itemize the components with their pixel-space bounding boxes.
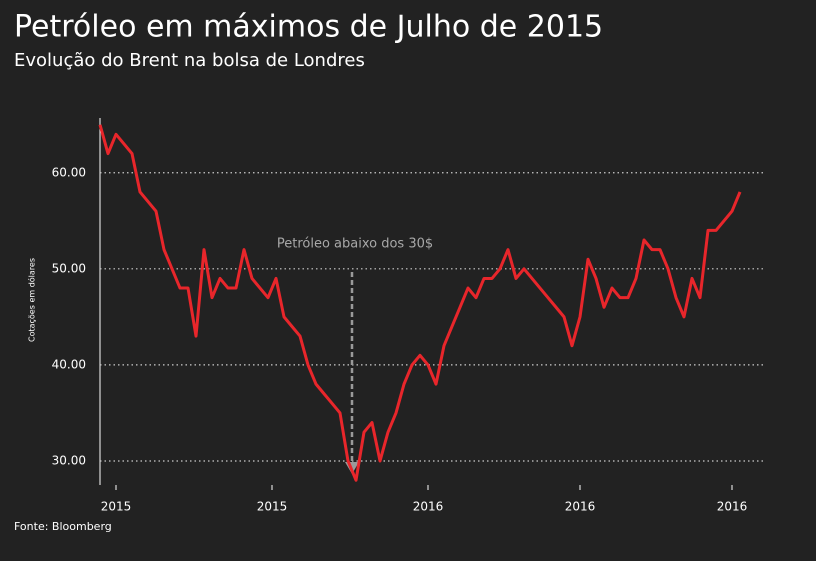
price-line — [98, 124, 742, 482]
y-tick-label: 30.00 — [52, 453, 86, 467]
source: Fonte: Bloomberg — [14, 520, 112, 533]
x-tick-label: 2016 — [565, 500, 596, 514]
chart-subtitle: Evolução do Brent na bolsa de Londres — [14, 50, 365, 71]
y-tick-label: 40.00 — [52, 357, 86, 371]
annotation: Petróleo abaixo dos 30$ — [277, 237, 433, 252]
x-tick-label: 2016 — [413, 500, 444, 514]
y-tick-label: 60.00 — [52, 165, 86, 179]
x-tick-label: 2015 — [101, 500, 132, 514]
x-tick-label: 2016 — [717, 500, 748, 514]
y-axis-label: Cotações em dólares — [27, 258, 37, 342]
x-tick-label: 2015 — [257, 500, 288, 514]
chart-title: Petróleo em máximos de Julho de 2015 — [14, 10, 603, 45]
y-tick-label: 50.00 — [52, 261, 86, 275]
